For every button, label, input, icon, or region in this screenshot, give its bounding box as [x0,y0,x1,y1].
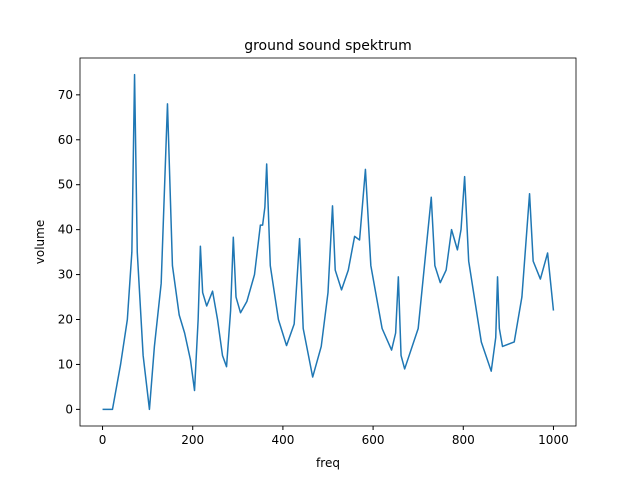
axes-frame [79,57,577,427]
y-tick-label: 60 [58,133,73,147]
chart-title: ground sound spektrum [244,38,412,54]
x-tick-label: 0 [99,433,107,447]
x-tick-label: 600 [362,433,385,447]
x-tick-label: 1000 [538,433,569,447]
y-axis-label: volume [33,220,47,264]
y-tick-label: 30 [58,268,73,282]
y-tick-label: 40 [58,223,73,237]
y-tick-label: 50 [58,178,73,192]
x-tick-label: 400 [271,433,294,447]
y-tick-label: 70 [58,88,73,102]
line [102,73,555,411]
x-tick-label: 200 [181,433,204,447]
x-axis-label: freq [316,456,340,470]
y-tick-label: 10 [58,357,73,371]
y-tick-label: 0 [65,402,73,416]
y-tick-label: 20 [58,313,73,327]
x-tick-label: 800 [452,433,475,447]
